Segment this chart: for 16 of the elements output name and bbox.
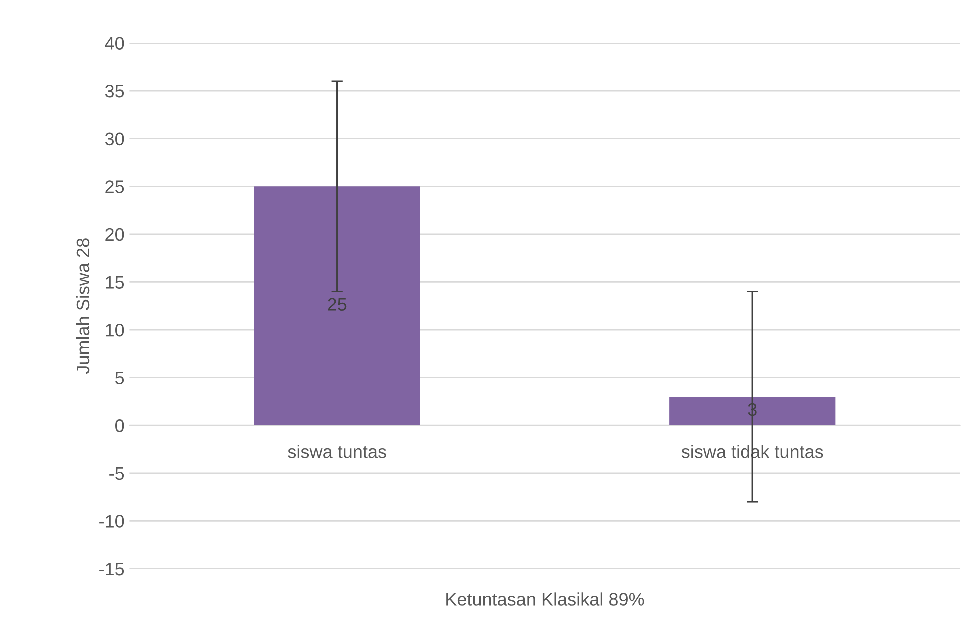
y-tick-label: 15	[106, 276, 124, 289]
x-tick-label: siswa tuntas	[288, 445, 386, 458]
y-tick-label: 10	[106, 324, 124, 337]
y-axis-title: Jumlah Siswa 28	[76, 238, 90, 374]
data-label: 25	[328, 298, 347, 311]
y-tick-label: 5	[116, 372, 124, 385]
y-tick-label: -10	[100, 515, 124, 528]
y-tick-label: -5	[110, 468, 124, 480]
y-tick-label: 40	[105, 37, 124, 50]
y-tick-label: 20	[106, 228, 124, 242]
y-tick-label: 0	[116, 420, 124, 432]
y-tick-label: 30	[105, 132, 124, 146]
y-tick-label: -15	[100, 563, 124, 576]
x-axis-title: Ketuntasan Klasikal 89%	[446, 592, 644, 606]
y-tick-label: 25	[106, 180, 124, 194]
y-tick-label: 35	[105, 84, 124, 98]
